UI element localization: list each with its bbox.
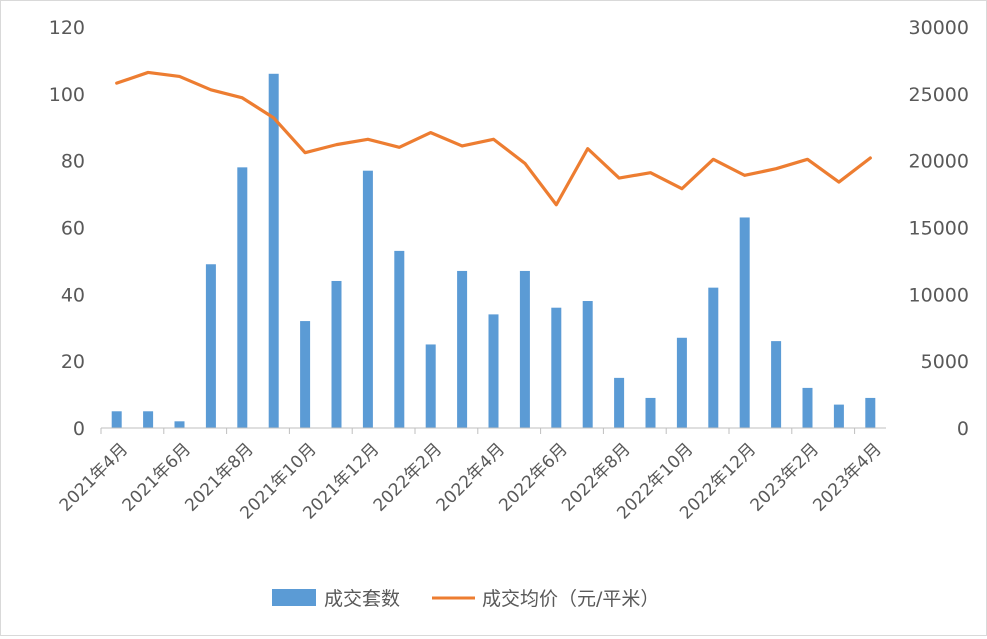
bar xyxy=(300,321,311,428)
bar xyxy=(331,280,342,428)
y-right-tick-label: 25000 xyxy=(909,84,969,106)
y-left-tick-label: 40 xyxy=(61,284,85,306)
y-left-tick-label: 100 xyxy=(49,84,85,106)
bar xyxy=(457,270,468,428)
bar xyxy=(394,250,405,428)
y-right-tick-label: 20000 xyxy=(909,151,969,173)
legend-label-line: 成交均价（元/平米） xyxy=(482,588,659,610)
bar xyxy=(268,73,279,429)
y-left-tick-label: 80 xyxy=(61,151,85,173)
x-tick-label: 2023年4月 xyxy=(809,439,885,515)
bar xyxy=(614,377,625,428)
legend: 成交套数 成交均价（元/平米） xyxy=(272,588,659,610)
bar xyxy=(425,344,436,428)
bar xyxy=(833,404,844,428)
legend-label-bar: 成交套数 xyxy=(324,588,400,610)
bar xyxy=(582,301,593,428)
bar xyxy=(488,314,499,428)
ticks-layer: 0 20 40 60 80 100 120 0 5000 10000 15000 20000 25000… xyxy=(49,17,969,523)
y-left-tick-label: 20 xyxy=(61,351,85,373)
bar xyxy=(708,287,719,428)
bar xyxy=(143,411,154,428)
bar xyxy=(739,217,750,428)
legend-swatch-bar xyxy=(272,589,316,606)
bar xyxy=(645,397,656,428)
y-left-tick-label: 0 xyxy=(73,418,85,440)
axes-layer xyxy=(100,427,886,434)
bar xyxy=(802,387,813,428)
y-right-tick-label: 10000 xyxy=(909,284,969,306)
y-right-tick-label: 15000 xyxy=(909,218,969,240)
y-right-tick-label: 30000 xyxy=(909,17,969,39)
line-layer xyxy=(115,70,872,207)
bars-layer xyxy=(111,73,876,429)
y-left-tick-label: 60 xyxy=(61,218,85,240)
bar xyxy=(771,341,782,428)
bar xyxy=(551,307,562,428)
bar xyxy=(362,170,373,429)
y-right-tick-label: 5000 xyxy=(921,351,969,373)
y-right-tick-label: 0 xyxy=(957,418,969,440)
bar xyxy=(676,337,687,428)
bar xyxy=(519,270,530,428)
bar xyxy=(205,264,216,428)
bar xyxy=(865,397,876,428)
bar xyxy=(237,167,248,428)
y-left-tick-label: 120 xyxy=(49,17,85,39)
bar xyxy=(111,411,122,428)
bar xyxy=(174,421,185,428)
price-line xyxy=(115,70,872,207)
